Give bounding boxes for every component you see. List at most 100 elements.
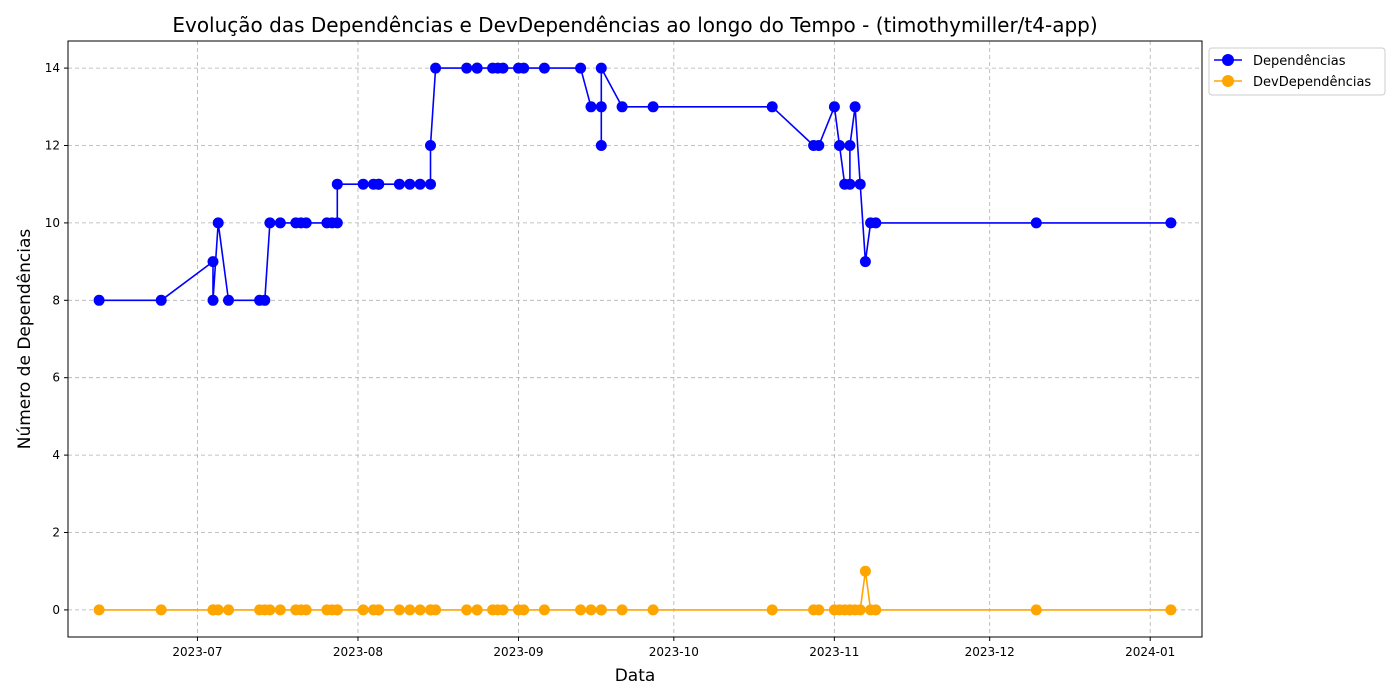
x-tick-label: 2023-12	[965, 645, 1015, 659]
grid	[68, 41, 1202, 637]
data-point-dependencias	[844, 178, 856, 190]
data-point-dependencias	[870, 217, 882, 229]
data-point-dependencias	[834, 140, 845, 151]
data-point-dependencias	[575, 62, 587, 74]
data-point-devdependencias	[414, 604, 426, 616]
x-tick-label: 2023-07	[172, 645, 222, 659]
data-point-devdependencias	[93, 604, 105, 616]
data-point-devdependencias	[212, 604, 224, 616]
x-axis-ticks: 2023-07 2023-08 2023-09 2023-10 2023-11 2023-…	[172, 637, 1175, 659]
data-point-dependencias	[461, 62, 473, 74]
x-tick-label: 2023-10	[649, 645, 699, 659]
y-axis-label: Número de Dependências	[15, 229, 35, 450]
data-point-dependencias	[425, 178, 436, 190]
data-point-dependencias	[331, 178, 343, 190]
y-tick-label: 10	[45, 216, 60, 230]
data-point-devdependencias	[264, 604, 276, 616]
data-point-devdependencias	[518, 604, 530, 616]
data-point-devdependencias	[331, 604, 343, 616]
legend-box	[1208, 47, 1386, 96]
data-point-dependencias	[471, 62, 483, 74]
data-point-dependencias	[425, 140, 436, 151]
data-point-devdependencias	[471, 604, 483, 616]
x-tick-label: 2023-08	[333, 645, 383, 659]
x-tick-label: 2024-01	[1125, 645, 1175, 659]
data-point-devdependencias	[854, 604, 866, 616]
data-point-dependencias	[859, 256, 871, 268]
y-tick-label: 8	[52, 293, 60, 307]
y-tick-label: 2	[52, 526, 60, 540]
data-point-dependencias	[1165, 217, 1177, 229]
data-point-dependencias	[300, 217, 312, 229]
y-tick-label: 12	[45, 138, 60, 152]
data-point-devdependencias	[585, 604, 597, 616]
data-point-devdependencias	[1165, 604, 1177, 616]
data-point-dependencias	[331, 217, 343, 229]
data-point-dependencias	[595, 140, 607, 151]
data-point-dependencias	[414, 178, 426, 190]
data-point-dependencias	[155, 294, 167, 306]
data-point-dependencias	[828, 101, 840, 113]
series-dependencias	[93, 62, 1177, 306]
data-point-devdependencias	[870, 604, 882, 616]
data-point-devdependencias	[859, 565, 871, 577]
data-point-dependencias	[854, 178, 866, 190]
data-point-dependencias	[849, 101, 861, 113]
data-point-dependencias	[259, 294, 271, 306]
data-point-dependencias	[844, 140, 856, 151]
data-point-dependencias	[813, 140, 825, 151]
data-point-dependencias	[595, 101, 607, 113]
data-point-dependencias	[207, 294, 219, 306]
data-point-dependencias	[393, 178, 405, 190]
data-point-dependencias	[274, 217, 286, 229]
data-point-dependencias	[585, 101, 597, 113]
data-point-devdependencias	[404, 604, 416, 616]
legend-marker-devdependencias	[1222, 75, 1234, 87]
y-axis-ticks: 0 2 4 6 8 10 12 14	[45, 61, 68, 617]
data-point-devdependencias	[223, 604, 234, 616]
data-point-devdependencias	[155, 604, 167, 616]
data-point-dependencias	[616, 101, 628, 113]
legend-label-devdependencias: DevDependências	[1253, 75, 1371, 90]
data-point-dependencias	[373, 178, 385, 190]
data-point-dependencias	[404, 178, 416, 190]
chart-title: Evolução das Dependências e DevDependênc…	[172, 13, 1097, 37]
data-point-devdependencias	[647, 604, 659, 616]
x-axis-label: Data	[615, 666, 656, 686]
data-point-dependencias	[538, 62, 550, 74]
data-point-dependencias	[518, 62, 530, 74]
legend-label-dependencias: Dependências	[1253, 54, 1346, 69]
data-point-dependencias	[1030, 217, 1042, 229]
y-tick-label: 0	[52, 603, 60, 617]
data-point-devdependencias	[373, 604, 385, 616]
data-point-devdependencias	[393, 604, 405, 616]
data-point-dependencias	[264, 217, 276, 229]
data-point-dependencias	[223, 294, 234, 306]
data-point-dependencias	[207, 256, 219, 268]
series-layer	[93, 62, 1177, 616]
data-point-devdependencias	[575, 604, 587, 616]
data-point-dependencias	[430, 62, 442, 74]
legend-marker-dependencias	[1222, 54, 1234, 66]
data-point-devdependencias	[430, 604, 442, 616]
data-point-devdependencias	[766, 604, 778, 616]
data-point-devdependencias	[357, 604, 369, 616]
legend: Dependências DevDependências	[1208, 47, 1386, 96]
y-tick-label: 14	[45, 61, 60, 75]
data-point-dependencias	[497, 62, 509, 74]
data-point-dependencias	[212, 217, 224, 229]
data-point-devdependencias	[497, 604, 509, 616]
data-point-dependencias	[595, 62, 607, 74]
plot-frame	[67, 40, 1203, 638]
series-devdependencias	[93, 565, 1177, 616]
y-tick-label: 4	[52, 448, 60, 462]
data-point-dependencias	[93, 294, 105, 306]
data-point-devdependencias	[813, 604, 825, 616]
y-tick-label: 6	[52, 371, 60, 385]
data-point-dependencias	[647, 101, 659, 113]
data-point-devdependencias	[300, 604, 312, 616]
data-point-devdependencias	[595, 604, 607, 616]
